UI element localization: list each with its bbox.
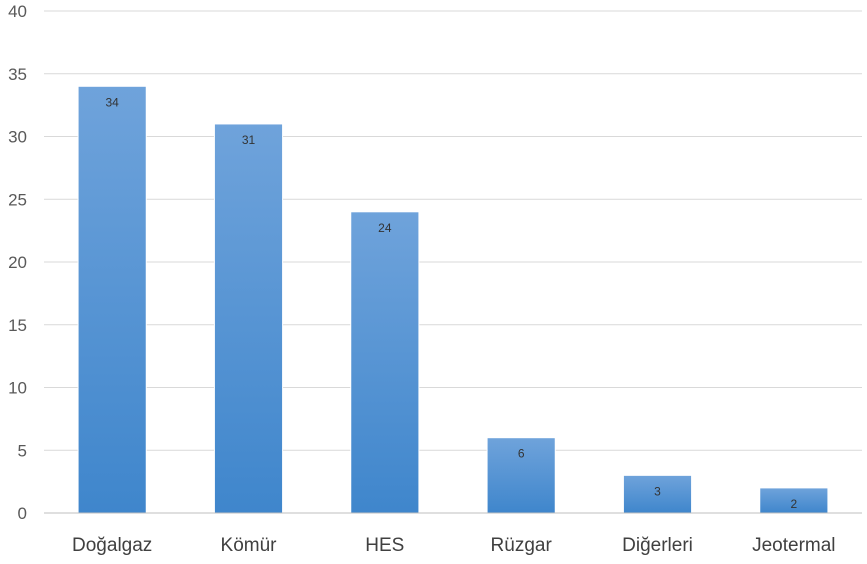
y-tick-label: 40 <box>8 2 27 21</box>
x-tick-label: HES <box>365 535 404 556</box>
data-label: 34 <box>105 95 119 109</box>
data-labels: 34 31 24 6 3 2 <box>105 95 797 511</box>
y-tick-label: 0 <box>18 504 27 523</box>
y-tick-label: 5 <box>18 441 27 460</box>
x-tick-label: Diğerleri <box>622 535 693 556</box>
x-tick-label: Rüzgar <box>491 535 553 556</box>
x-tick-label: Jeotermal <box>752 535 835 556</box>
y-tick-label: 15 <box>8 316 27 335</box>
data-label: 2 <box>790 497 797 511</box>
y-tick-label: 20 <box>8 253 27 272</box>
data-label: 24 <box>378 221 392 235</box>
bar <box>759 487 829 514</box>
bar <box>77 85 147 514</box>
bar <box>350 211 420 514</box>
bar <box>213 123 284 514</box>
y-tick-label: 35 <box>8 65 27 84</box>
bar <box>486 437 556 514</box>
data-label: 6 <box>518 447 525 461</box>
x-tick-label: Doğalgaz <box>72 535 152 556</box>
y-tick-label: 30 <box>8 128 27 147</box>
data-label: 31 <box>242 133 256 147</box>
y-tick-label: 10 <box>8 379 27 398</box>
gridlines <box>44 10 862 451</box>
bars <box>77 85 829 514</box>
axes: 0 5 10 15 20 25 30 35 40 Doğalgaz Kömür HES Rüzgar Di… <box>8 2 862 556</box>
y-tick-label: 25 <box>8 190 27 209</box>
x-tick-label: Kömür <box>221 535 278 556</box>
data-label: 3 <box>654 484 661 498</box>
